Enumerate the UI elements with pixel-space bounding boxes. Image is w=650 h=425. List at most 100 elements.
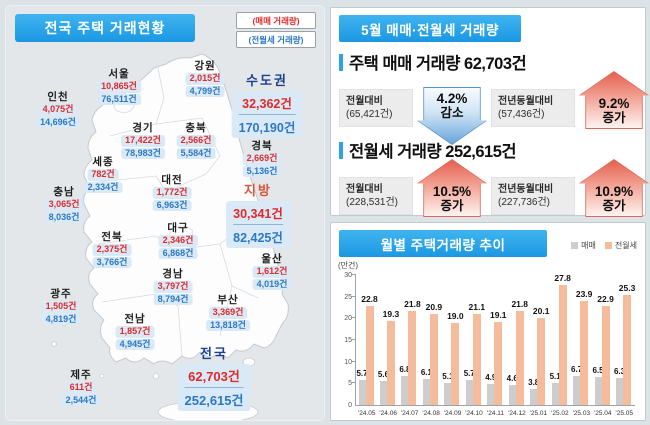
legend-label: 매매 xyxy=(581,241,596,250)
bar-group-24.11: 4.9 19.1 '24.11 xyxy=(485,275,506,417)
bar-value-label: 22.9 xyxy=(597,293,614,304)
x-axis-label: '24.10 xyxy=(465,410,483,417)
map-legend: (매매 거래량) (전월세 거래량) xyxy=(236,12,316,50)
legend-item-rent: 전월세 xyxy=(604,240,637,251)
legend-sale-volume: (매매 거래량) xyxy=(236,12,316,29)
bar-group-25.03: 6.7 23.9 '25.03 xyxy=(571,275,593,417)
x-axis-label: '25.04 xyxy=(594,410,612,417)
sale-volume-value: 2,015건 xyxy=(185,73,225,85)
legend-swatch xyxy=(604,242,612,249)
region-name: 강원 xyxy=(194,60,216,72)
volume-chip: 62,703건 252,615건 xyxy=(177,363,251,411)
rent-bar xyxy=(623,295,632,405)
region-name: 경북 xyxy=(251,140,273,152)
rent-volume-value: 252,615건 xyxy=(184,392,244,408)
bar-group-24.05: 5.7 22.8 '24.05 xyxy=(356,275,378,417)
rent-volume-value: 8,794건 xyxy=(153,293,193,306)
bar-group-24.10: 5.7 21.1 '24.10 xyxy=(463,275,485,417)
bar-group-25.02: 5.1 27.8 '25.02 xyxy=(549,273,571,417)
sale-volume-value: 17,422건 xyxy=(121,135,165,147)
rent-bar xyxy=(494,322,503,405)
sale-volume-value: 611건 xyxy=(65,382,97,394)
sale-volume-value: 3,797건 xyxy=(153,281,193,293)
yoy-box: 전년동월대비 (227,736건) xyxy=(491,177,575,215)
y-axis-tick-label: 15 xyxy=(344,337,352,344)
sale-bar xyxy=(594,376,602,405)
bar-value-label: 22.8 xyxy=(361,294,378,305)
sale-bar xyxy=(551,382,559,405)
region-jeonbuk: 전북 2,375건 3,766건 xyxy=(92,231,132,269)
bar-value-label: 23.9 xyxy=(575,289,593,300)
region-name: 경남 xyxy=(162,268,184,280)
y-axis-tick-mark xyxy=(352,382,356,384)
bar-group-24.06: 5.6 19.3 '24.06 xyxy=(377,275,400,417)
x-axis-label: '24.11 xyxy=(486,410,504,417)
bar-group-24.12: 4.6 21.8 '24.12 xyxy=(506,275,528,417)
rent-volume-value: 6,868건 xyxy=(158,247,198,260)
bar-value-label: 4.9 xyxy=(485,372,497,382)
bar-value-label: 19.3 xyxy=(382,309,400,320)
region-name: 전북 xyxy=(101,231,123,243)
sale-volume-value: 4,075건 xyxy=(38,104,78,116)
region-gwangju: 광주 1,505건 4,819건 xyxy=(41,288,81,326)
chart-header: 월별 주택거래량 추이 매매 전월세 xyxy=(339,230,639,257)
rent-volume-value: 14,696건 xyxy=(36,116,80,129)
may-volume-card: 5월 매매·전월세 거래량 주택 매매 거래량 62,703건 전월대비 (65… xyxy=(330,7,649,217)
y-axis-tick-label: 0 xyxy=(348,402,352,409)
sale-volume-value: 10,865건 xyxy=(97,81,141,93)
rent-bar xyxy=(558,284,567,405)
mom-box: 전월대비 (228,531건) xyxy=(339,177,413,215)
legend-label: 전월세 xyxy=(614,241,637,250)
rent-volume-value: 13,818건 xyxy=(206,319,250,332)
region-daejeon: 대전 1,772건 6,963건 xyxy=(152,174,192,212)
region-provincial: 지방 30,341건 82,425건 xyxy=(226,183,290,248)
legend-rent-volume: (전월세 거래량) xyxy=(236,31,316,48)
heading-accent-bar xyxy=(339,53,343,71)
rent-bar xyxy=(601,305,610,405)
region-jeonnam: 전남 1,857건 4,945건 xyxy=(115,313,155,351)
rent-volume-value: 170,190건 xyxy=(238,120,296,135)
region-name: 충남 xyxy=(53,186,75,198)
rent-bar xyxy=(451,322,460,405)
rent-volume-value: 4,819건 xyxy=(41,313,81,326)
yoy-change-arrow: 10.9% 증가 xyxy=(579,159,649,217)
y-axis-tick-mark xyxy=(352,339,356,340)
region-chungbuk: 충북 2,566건 5,584건 xyxy=(176,122,216,160)
bar-value-label: 6.5 xyxy=(592,365,604,375)
region-metro-area: 수도권 32,362건 170,190건 xyxy=(231,73,303,138)
rent-volume-value: 76,511건 xyxy=(97,93,141,106)
y-axis-tick-label: 5 xyxy=(348,380,352,388)
region-name: 경기 xyxy=(132,122,154,134)
sale-volume-value: 1,772건 xyxy=(152,187,192,199)
y-axis-tick-label: 30 xyxy=(344,272,352,279)
bar-group-25.01: 3.8 20.1 '25.01 xyxy=(528,275,549,417)
region-name: 지방 xyxy=(244,183,272,198)
region-incheon: 인천 4,075건 14,696건 xyxy=(36,91,80,129)
rent-volume-value: 78,983건 xyxy=(121,147,165,160)
rent-volume-value: 5,136건 xyxy=(242,165,282,178)
region-ulsan: 울산 1,612건 4,019건 xyxy=(252,253,292,291)
region-daegu: 대구 2,346건 6,868건 xyxy=(158,222,198,260)
chart-plot-area: 0 5 10 15 20 25 30 5.7 22.8'24.05 5.6 19.3'24.06 6.… xyxy=(344,271,637,419)
region-name: 서울 xyxy=(108,68,130,80)
mom-box: 전월대비 (65,421건) xyxy=(339,89,413,127)
rent-bar xyxy=(515,310,524,405)
region-name: 수도권 xyxy=(246,73,288,88)
region-busan: 부산 3,369건 13,818건 xyxy=(206,294,250,332)
bar-value-label: 3.8 xyxy=(528,377,540,387)
sale-volume-value: 30,341건 xyxy=(233,203,283,225)
bar-value-label: 6.7 xyxy=(571,364,583,374)
legend-item-sale: 매매 xyxy=(571,240,596,251)
sale-volume-value: 2,346건 xyxy=(158,235,198,247)
sale-volume-value: 782건 xyxy=(87,169,119,181)
region-name: 울산 xyxy=(261,253,283,265)
x-axis-label: '25.02 xyxy=(551,410,569,417)
region-name: 광주 xyxy=(50,288,72,300)
x-axis-label: '25.01 xyxy=(529,410,548,417)
volume-chip: 30,341건 82,425건 xyxy=(226,200,290,248)
rent-volume-value: 3,766건 xyxy=(92,256,132,269)
rent-bar xyxy=(365,306,374,405)
bar-value-label: 5.1 xyxy=(442,371,454,381)
sale-bar xyxy=(487,383,495,405)
heading-accent-bar xyxy=(339,141,343,159)
